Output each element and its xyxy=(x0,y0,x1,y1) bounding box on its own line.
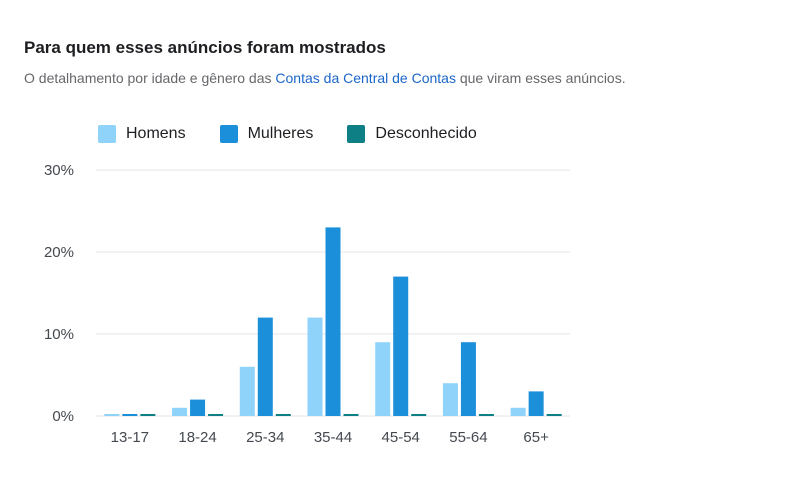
bar-desconhecido-65+ xyxy=(546,414,562,416)
bar-mulheres-45-54 xyxy=(393,276,409,416)
x-tick-label: 18-24 xyxy=(178,429,216,446)
subtitle-text-after: que viram esses anúncios. xyxy=(455,70,626,86)
chart-subtitle: O detalhamento por idade e gênero das Co… xyxy=(24,70,784,86)
bar-homens-25-34 xyxy=(239,366,255,416)
bar-mulheres-18-24 xyxy=(190,399,206,416)
bar-mulheres-65+ xyxy=(528,391,544,416)
bar-homens-55-64 xyxy=(442,383,458,416)
x-tick-label: 13-17 xyxy=(111,429,149,446)
y-tick-label: 0% xyxy=(52,408,74,425)
bar-desconhecido-18-24 xyxy=(208,414,224,416)
legend-swatch-homens xyxy=(98,125,116,143)
legend-item-homens[interactable]: Homens xyxy=(98,125,186,143)
y-tick-label: 30% xyxy=(44,162,74,179)
x-tick-label: 55-64 xyxy=(449,429,487,446)
chart-legend: Homens Mulheres Desconhecido xyxy=(98,125,511,143)
x-tick-label: 65+ xyxy=(523,429,549,446)
bar-desconhecido-55-64 xyxy=(478,414,494,416)
bar-homens-18-24 xyxy=(172,407,188,416)
bar-mulheres-25-34 xyxy=(257,317,273,416)
bar-homens-35-44 xyxy=(307,317,323,416)
bar-desconhecido-45-54 xyxy=(411,414,427,416)
legend-item-mulheres[interactable]: Mulheres xyxy=(219,125,314,143)
bar-homens-13-17 xyxy=(104,414,120,416)
bar-mulheres-55-64 xyxy=(460,342,476,416)
bar-mulheres-13-17 xyxy=(122,414,138,416)
x-tick-label: 45-54 xyxy=(382,429,420,446)
accounts-center-link[interactable]: Contas da Central de Contas xyxy=(275,70,456,86)
x-tick-label: 35-44 xyxy=(314,429,352,446)
legend-swatch-desconhecido xyxy=(347,125,366,143)
legend-label-mulheres: Mulheres xyxy=(247,125,314,142)
bar-desconhecido-13-17 xyxy=(140,414,156,416)
bar-desconhecido-35-44 xyxy=(343,414,359,416)
legend-swatch-mulheres xyxy=(219,125,238,143)
chart-title: Para quem esses anúncios foram mostrados xyxy=(24,38,386,57)
chart-header: Para quem esses anúncios foram mostrados… xyxy=(24,38,784,86)
y-tick-label: 10% xyxy=(44,326,74,343)
subtitle-text-before: O detalhamento por idade e gênero das xyxy=(24,70,276,86)
legend-item-desconhecido[interactable]: Desconhecido xyxy=(347,125,477,143)
bar-homens-65+ xyxy=(510,407,526,416)
bar-mulheres-35-44 xyxy=(325,227,341,416)
bar-homens-45-54 xyxy=(375,342,391,416)
x-tick-label: 25-34 xyxy=(246,429,284,446)
y-tick-label: 20% xyxy=(44,244,74,261)
legend-label-homens: Homens xyxy=(126,125,186,142)
bar-desconhecido-25-34 xyxy=(275,414,291,416)
legend-label-desconhecido: Desconhecido xyxy=(375,125,477,142)
